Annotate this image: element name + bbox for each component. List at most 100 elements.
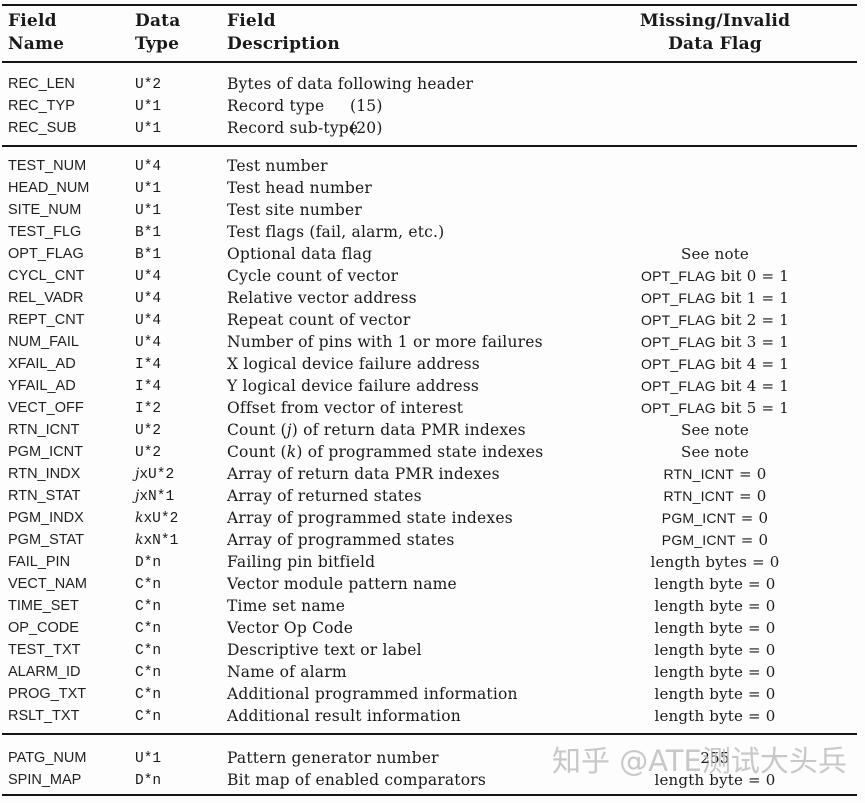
- data-type-cell: I*4: [135, 353, 223, 376]
- description-text: X logical device failure address: [227, 355, 480, 373]
- table-row: OP_CODE C*n Vector Op Code length byte =…: [0, 617, 865, 639]
- field-description-cell: Array of programmed state indexes: [227, 507, 582, 529]
- field-description-cell: Y logical device failure address: [227, 375, 582, 397]
- missing-invalid-flag-cell: OPT_FLAG bit 3 = 1: [585, 331, 845, 353]
- data-type-cell: C*n: [135, 595, 223, 618]
- field-name-cell: ALARM_ID: [8, 664, 81, 680]
- flag-condition-text: = 0: [734, 465, 767, 483]
- field-name-cell: YFAIL_AD: [8, 378, 76, 394]
- field-description-cell: Repeat count of vector: [227, 309, 582, 331]
- table-rule-below-record-header-group: [2, 145, 857, 147]
- field-description-cell: Record type (15): [227, 95, 582, 117]
- data-type-cell: U*4: [135, 309, 223, 332]
- data-type-italic-prefix: k: [135, 510, 144, 526]
- field-name-cell: SPIN_MAP: [8, 772, 82, 788]
- flag-condition-text: bit 2 = 1: [715, 311, 789, 329]
- missing-invalid-flag-cell: length byte = 0: [585, 639, 845, 661]
- table-rule-top: [2, 4, 857, 6]
- field-name-cell: TEST_NUM: [8, 158, 87, 174]
- flag-condition-text: See note: [681, 245, 749, 263]
- column-header-data-type-line1: Data: [135, 11, 181, 31]
- column-header-field-description-line1: Field: [227, 11, 276, 31]
- column-header-field-description-line2: Description: [227, 34, 340, 54]
- missing-invalid-flag-cell: OPT_FLAG bit 4 = 1: [585, 375, 845, 397]
- field-description-cell: Name of alarm: [227, 661, 582, 683]
- missing-invalid-flag-cell: OPT_FLAG bit 4 = 1: [585, 353, 845, 375]
- data-type-text: U*1: [135, 99, 162, 115]
- missing-invalid-flag-cell: 255: [585, 747, 845, 769]
- data-type-cell: B*1: [135, 243, 223, 266]
- data-type-text: U*1: [135, 121, 162, 137]
- flag-field-reference: OPT_FLAG: [641, 268, 716, 284]
- field-description-cell: Test head number: [227, 177, 582, 199]
- data-type-text: C*n: [135, 599, 162, 615]
- data-type-text: D*n: [135, 773, 162, 789]
- description-text: Record sub-type: [227, 119, 359, 137]
- description-text: Test head number: [227, 179, 373, 197]
- data-type-cell: U*2: [135, 73, 223, 96]
- field-name-cell: TEST_TXT: [8, 642, 81, 658]
- field-description-cell: Count (j) of return data PMR indexes: [227, 419, 582, 441]
- field-name-cell: PGM_INDX: [8, 510, 84, 526]
- description-text: Array of programmed state indexes: [227, 509, 513, 527]
- field-description-cell: Record sub-type (20): [227, 117, 582, 139]
- flag-condition-text: length byte = 0: [654, 619, 776, 637]
- field-description-cell: Vector Op Code: [227, 617, 582, 639]
- description-text: Count (: [227, 443, 287, 461]
- description-text: Test site number: [227, 201, 363, 219]
- column-header-data-type-line2: Type: [135, 34, 180, 54]
- field-name-cell: RSLT_TXT: [8, 708, 80, 724]
- field-name-cell: REL_VADR: [8, 290, 84, 306]
- field-description-cell: Additional programmed information: [227, 683, 582, 705]
- missing-invalid-flag-cell: length bytes = 0: [585, 551, 845, 573]
- data-type-cell: I*2: [135, 397, 223, 420]
- flag-condition-text: = 0: [735, 509, 769, 527]
- column-header-field-name: Field Name: [8, 10, 64, 56]
- data-type-text: B*1: [135, 247, 162, 263]
- table-row: PROG_TXT C*n Additional programmed infor…: [0, 683, 865, 705]
- table-row: REC_SUB U*1 Record sub-type (20): [0, 117, 865, 139]
- missing-invalid-flag-cell: See note: [585, 441, 845, 463]
- field-description-cell: Array of return data PMR indexes: [227, 463, 582, 485]
- description-text: Array of return data PMR indexes: [227, 465, 500, 483]
- field-name-cell: PGM_STAT: [8, 532, 84, 548]
- data-type-text: U*1: [135, 203, 162, 219]
- data-type-text: C*n: [135, 687, 162, 703]
- flag-condition-text: length byte = 0: [654, 707, 776, 725]
- column-header-field-name-line2: Name: [8, 34, 65, 54]
- description-text: Test flags (fail, alarm, etc.): [227, 223, 445, 241]
- data-type-text: I*4: [135, 357, 162, 373]
- data-type-cell: U*4: [135, 331, 223, 354]
- table-row: ALARM_ID C*n Name of alarm length byte =…: [0, 661, 865, 683]
- description-text: Additional result information: [227, 707, 461, 725]
- description-text: Vector Op Code: [227, 619, 354, 637]
- table-section-record-header: REC_LEN U*2 Bytes of data following head…: [0, 73, 865, 139]
- data-type-text: xU*2: [143, 511, 179, 527]
- flag-condition-text: length bytes = 0: [650, 553, 780, 571]
- data-type-text: U*4: [135, 291, 162, 307]
- description-text: Descriptive text or label: [227, 641, 422, 659]
- missing-invalid-flag-cell: See note: [585, 243, 845, 265]
- flag-condition-text: bit 0 = 1: [715, 267, 789, 285]
- missing-invalid-flag-cell: OPT_FLAG bit 5 = 1: [585, 397, 845, 419]
- field-description-cell: Count (k) of programmed state indexes: [227, 441, 582, 463]
- flag-condition-text: bit 1 = 1: [715, 289, 789, 307]
- field-description-cell: Failing pin bitfield: [227, 551, 582, 573]
- data-type-text: B*1: [135, 225, 162, 241]
- table-row: PATG_NUM U*1 Pattern generator number 25…: [0, 747, 865, 769]
- description-text: Array of returned states: [227, 487, 422, 505]
- description-text: Count (: [227, 421, 287, 439]
- field-description-cell: Test number: [227, 155, 582, 177]
- field-description-cell: Test site number: [227, 199, 582, 221]
- missing-invalid-flag-cell: See note: [585, 419, 845, 441]
- field-description-cell: Number of pins with 1 or more failures: [227, 331, 582, 353]
- field-description-cell: Array of programmed states: [227, 529, 582, 551]
- data-type-cell: U*2: [135, 441, 223, 464]
- table-rule-below-header: [2, 61, 857, 63]
- data-type-italic-prefix: j: [135, 488, 140, 504]
- table-row: REC_LEN U*2 Bytes of data following head…: [0, 73, 865, 95]
- table-row: SITE_NUM U*1 Test site number: [0, 199, 865, 221]
- description-text: Y logical device failure address: [227, 377, 480, 395]
- data-type-text: D*n: [135, 555, 162, 571]
- data-type-text: xU*2: [139, 467, 175, 483]
